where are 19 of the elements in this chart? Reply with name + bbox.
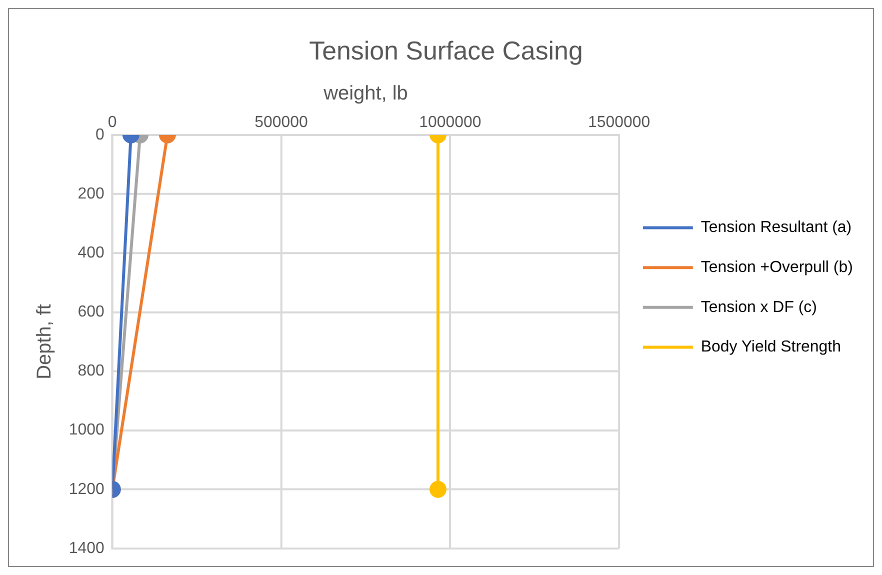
chart-title: Tension Surface Casing xyxy=(309,38,583,66)
x-tick-label: 0 xyxy=(108,114,117,131)
y-tick-label: 800 xyxy=(78,362,105,380)
x-tick-label: 500000 xyxy=(254,114,308,131)
y-axis-title: Depth, ft xyxy=(33,304,56,380)
y-tick-label: 1000 xyxy=(68,422,104,439)
legend-label: Tension +Overpull (b) xyxy=(700,258,853,276)
y-tick-label: 200 xyxy=(78,185,105,202)
y-tick-label: 1200 xyxy=(68,480,104,498)
legend-label: Body Yield Strength xyxy=(700,338,841,356)
y-tick-label: 400 xyxy=(78,244,105,262)
y-tick-label: 0 xyxy=(95,126,104,144)
x-tick-label: 1000000 xyxy=(419,114,482,131)
y-tick-label: 600 xyxy=(78,304,105,321)
x-axis-title: weight, lb xyxy=(322,82,408,104)
x-tick-label: 1500000 xyxy=(588,114,650,131)
legend-label: Tension x DF (c) xyxy=(700,298,817,316)
legend-label: Tension Resultant (a) xyxy=(700,219,852,236)
y-tick-label: 1400 xyxy=(68,540,104,557)
